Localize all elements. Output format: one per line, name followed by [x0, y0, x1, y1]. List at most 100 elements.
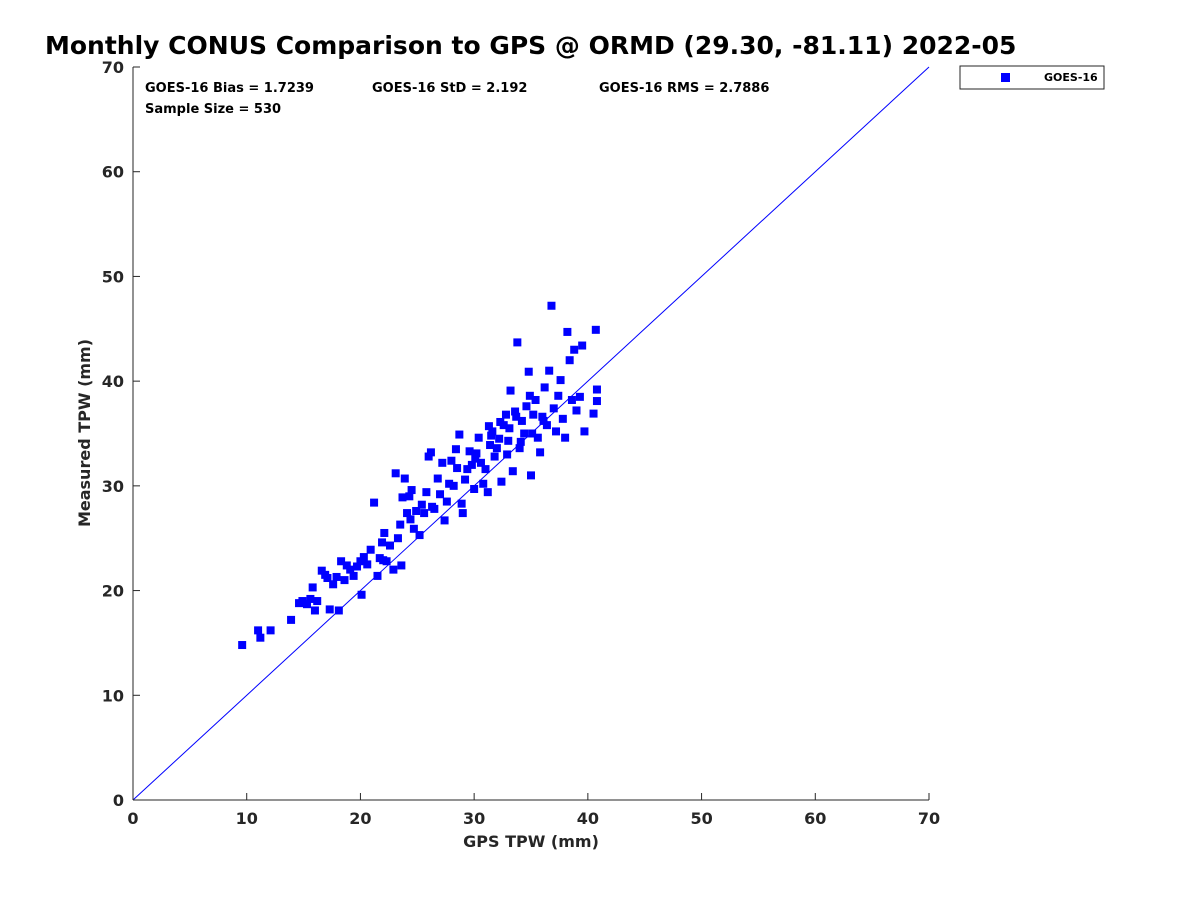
data-point [529, 410, 538, 419]
data-point [396, 520, 405, 529]
data-point [332, 572, 341, 581]
data-point [513, 338, 522, 347]
data-point [504, 436, 513, 445]
data-point [501, 410, 510, 419]
x-tick-label: 50 [690, 809, 712, 828]
data-point [536, 448, 545, 457]
data-point [578, 341, 587, 350]
data-point [508, 467, 517, 476]
data-point [481, 465, 490, 474]
data-point [353, 562, 362, 571]
data-point [370, 498, 379, 507]
data-point [409, 524, 418, 533]
data-point [479, 479, 488, 488]
data-point [565, 356, 574, 365]
data-point [461, 475, 470, 484]
data-points [238, 301, 601, 650]
bias-stat: GOES-16 Bias = 1.7239 [145, 81, 314, 96]
data-point [592, 385, 601, 394]
data-point [511, 407, 520, 416]
data-point [428, 502, 437, 511]
data-point [549, 404, 558, 413]
data-point [380, 528, 389, 537]
data-point [570, 345, 579, 354]
data-point [488, 427, 497, 436]
data-point [528, 429, 537, 438]
data-point [440, 516, 449, 525]
data-point [506, 386, 515, 395]
data-point [417, 500, 426, 509]
data-point [554, 391, 563, 400]
std-stat: GOES-16 StD = 2.192 [372, 81, 527, 96]
data-point [323, 574, 332, 583]
x-tick-label: 40 [577, 809, 599, 828]
data-point [531, 395, 540, 404]
data-point [298, 597, 307, 606]
legend-marker-square [1001, 73, 1010, 82]
data-point [391, 469, 400, 478]
rms-stat: GOES-16 RMS = 2.7886 [599, 81, 769, 96]
stats-annotation: GOES-16 Bias = 1.7239 GOES-16 StD = 2.19… [145, 81, 769, 117]
data-point [447, 456, 456, 465]
legend-box [959, 65, 1105, 90]
data-point [470, 484, 479, 493]
data-point [451, 445, 460, 454]
data-point [308, 583, 317, 592]
data-point [317, 566, 326, 575]
data-point [342, 561, 351, 570]
data-point [467, 460, 476, 469]
data-point [412, 506, 421, 515]
data-point [426, 448, 435, 457]
data-point [266, 626, 275, 635]
chart-title: Monthly CONUS Comparison to GPS @ ORMD (… [45, 31, 1016, 60]
data-point [539, 416, 548, 425]
data-point [520, 429, 529, 438]
data-point [400, 474, 409, 483]
data-point [575, 392, 584, 401]
data-point [337, 557, 346, 566]
data-point [457, 499, 466, 508]
data-point [433, 474, 442, 483]
data-point [463, 465, 472, 474]
x-tick-label: 30 [463, 809, 485, 828]
data-point [340, 576, 349, 585]
data-point [533, 433, 542, 442]
data-point [503, 450, 512, 459]
data-point [487, 431, 496, 440]
data-point [379, 556, 388, 565]
data-point [349, 571, 358, 580]
data-point [522, 402, 531, 411]
data-point [366, 545, 375, 554]
data-point [302, 600, 311, 609]
data-point [346, 565, 355, 574]
data-point [516, 437, 525, 446]
data-point [552, 427, 561, 436]
data-point [486, 441, 495, 450]
data-point [406, 515, 415, 524]
data-point [310, 606, 319, 615]
data-point [449, 481, 458, 490]
data-point [561, 433, 570, 442]
data-point [363, 560, 372, 569]
data-point [359, 553, 368, 562]
data-point [472, 449, 481, 458]
data-point [442, 497, 451, 506]
data-point [527, 471, 535, 480]
data-point [373, 571, 382, 580]
x-tick-label: 0 [127, 809, 138, 828]
sample-size-stat: Sample Size = 530 [145, 102, 281, 117]
data-point [256, 633, 265, 642]
data-point [403, 509, 412, 518]
data-point [287, 615, 296, 624]
data-point [525, 391, 534, 400]
data-point [592, 397, 601, 406]
x-tick-label: 70 [918, 809, 940, 828]
data-point [436, 490, 445, 499]
data-point [556, 376, 565, 385]
data-point [357, 590, 366, 599]
y-tick-label: 30 [102, 477, 124, 496]
y-tick-label: 10 [102, 686, 124, 705]
data-point [589, 409, 598, 418]
x-tick-label: 20 [349, 809, 371, 828]
